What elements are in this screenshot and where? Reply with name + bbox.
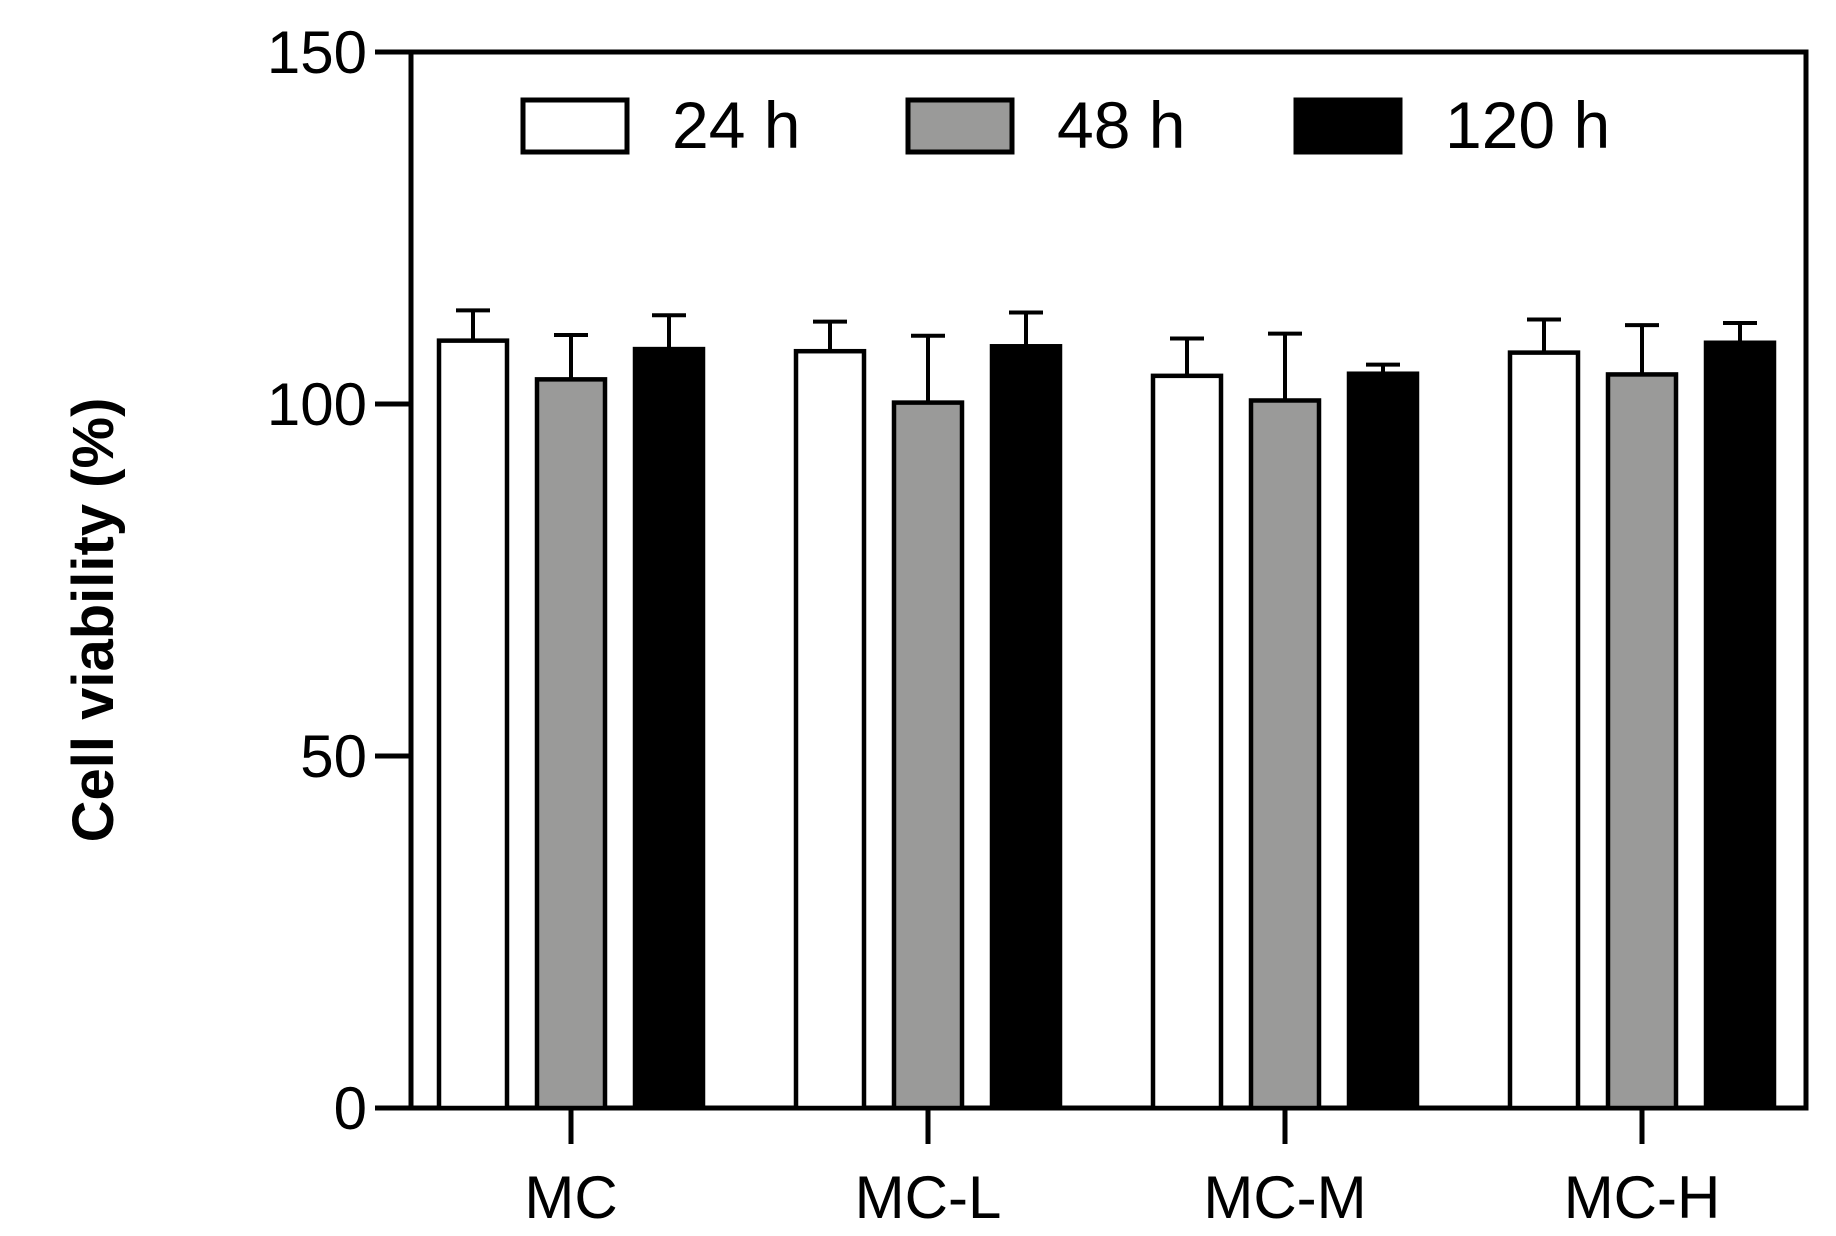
bar-mc-m-48h — [1248, 398, 1322, 1111]
legend-label: 120 h — [1445, 88, 1610, 162]
bar-mc-h-24h — [1507, 350, 1581, 1111]
legend-swatch — [520, 97, 630, 155]
y-tick-label: 50 — [300, 723, 367, 790]
y-tick-label: 0 — [334, 1075, 367, 1142]
legend-swatch — [1293, 97, 1403, 155]
legend-label: 24 h — [672, 88, 800, 162]
bar-mc-120h — [632, 346, 706, 1111]
bar-mc-h-120h — [1703, 340, 1777, 1111]
bar-mc-l-24h — [793, 348, 867, 1111]
bar-mc-24h — [436, 338, 510, 1111]
y-tick-label: 150 — [267, 19, 367, 86]
bar-mc-48h — [534, 377, 608, 1111]
x-tick-label: MC-H — [1564, 1164, 1721, 1231]
legend-swatch — [905, 97, 1015, 155]
bar-mc-l-120h — [989, 344, 1063, 1111]
y-axis-label: Cell viability (%) — [61, 398, 126, 843]
y-tick-label: 100 — [267, 371, 367, 438]
x-tick-label: MC — [524, 1164, 617, 1231]
bar-mc-l-48h — [891, 400, 965, 1111]
bar-mc-m-24h — [1150, 373, 1224, 1111]
bar-mc-m-120h — [1346, 371, 1420, 1111]
x-tick-label: MC-L — [855, 1164, 1002, 1231]
legend-label: 48 h — [1057, 88, 1185, 162]
bar-mc-h-48h — [1605, 372, 1679, 1111]
plot-frame — [408, 49, 1809, 1111]
x-tick-label: MC-M — [1203, 1164, 1366, 1231]
